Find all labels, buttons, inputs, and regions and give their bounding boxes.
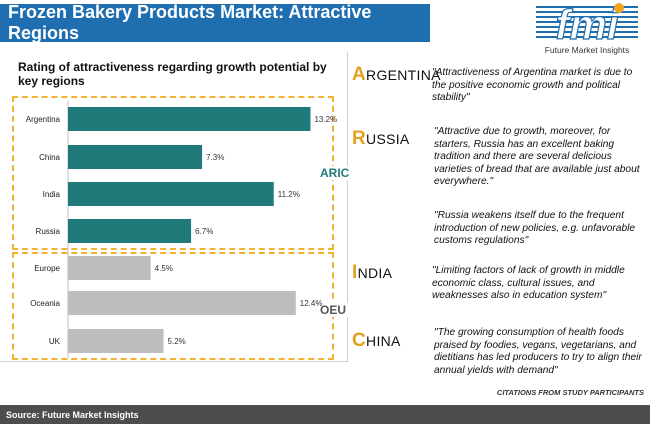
value-label-russia: 6.7% [195, 227, 213, 236]
country-china: CHINA [352, 330, 401, 351]
page-title: Frozen Bakery Products Market: Attractiv… [8, 2, 372, 43]
value-label-argentina: 13.2% [314, 115, 337, 124]
logo-tagline: Future Market Insights [544, 45, 630, 55]
category-label-uk: UK [49, 337, 61, 346]
value-label-uk: 5.2% [168, 337, 186, 346]
value-label-india: 11.2% [278, 190, 300, 199]
category-label-argentina: Argentina [26, 115, 61, 124]
category-label-oceania: Oceania [30, 299, 60, 308]
country-argentina: ARGENTINA [352, 64, 441, 85]
quote-india: "Limiting factors of lack of growth in m… [432, 265, 625, 302]
quote-china: "The growing consumption of health foods… [434, 327, 642, 376]
bar-india [68, 182, 274, 206]
value-label-europe: 4.5% [155, 264, 173, 273]
logo-letters: fmi [556, 2, 620, 46]
fmi-logo: fmi Future Market Insights [528, 0, 646, 60]
value-label-oceania: 12.4% [300, 299, 323, 308]
bar-oceania [68, 291, 296, 315]
category-label-india: India [43, 190, 61, 199]
category-label-china: China [39, 153, 60, 162]
quote-russia-1: "Attractive due to growth, moreover, for… [434, 126, 640, 188]
source-footer: Source: Future Market Insights [0, 405, 650, 424]
category-label-russia: Russia [36, 227, 61, 236]
quote-argentina: "Attractiveness of Argentina market is d… [432, 67, 633, 104]
source-text: Source: Future Market Insights [6, 409, 139, 420]
page-header: Frozen Bakery Products Market: Attractiv… [0, 2, 430, 43]
citations-note: CITATIONS FROM STUDY PARTICIPANTS [496, 388, 644, 397]
bar-europe [68, 256, 151, 280]
bar-uk [68, 329, 164, 353]
bar-russia [68, 219, 192, 243]
category-label-europe: Europe [34, 264, 60, 273]
chart-frame [0, 52, 348, 362]
fmi-logo-mark: fmi [536, 0, 638, 49]
bar-china [68, 145, 203, 169]
country-india: INDIA [352, 262, 393, 283]
quote-russia-2: "Russia weakens itself due to the freque… [434, 210, 636, 247]
value-label-china: 7.3% [206, 153, 224, 162]
oeu-group-label: OEU [318, 303, 349, 317]
aric-group-label: ARIC [318, 166, 352, 180]
bar-chart: Argentina 13.2% China 7.3% India 11.2% Russia 6… [26, 101, 337, 358]
country-russia: RUSSIA [352, 128, 410, 149]
chart-title: Rating of attractiveness regarding growt… [18, 60, 327, 88]
bar-argentina [68, 107, 311, 131]
logo-dot [614, 3, 624, 13]
